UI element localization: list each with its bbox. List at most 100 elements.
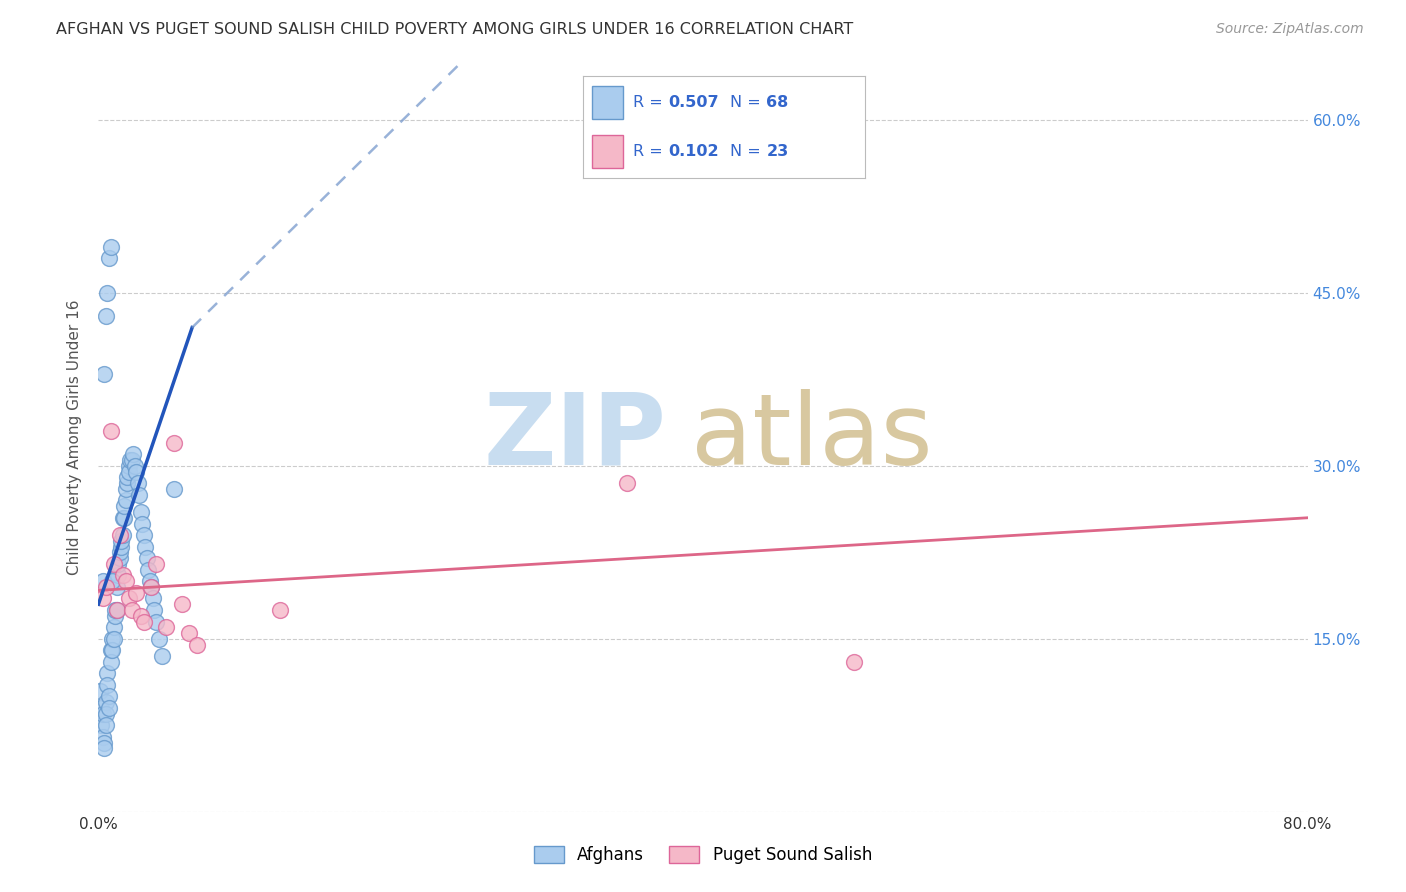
Point [121, 603, 143, 617]
Point [118, 591, 141, 606]
Point [91, 574, 114, 589]
Point [105, 603, 128, 617]
Point [93, 741, 115, 756]
Point [120, 453, 142, 467]
Point [100, 425, 122, 439]
Point [98, 690, 121, 704]
Bar [592, 87, 623, 119]
Point [94, 309, 117, 323]
Text: N =: N = [730, 95, 766, 110]
Point [103, 632, 125, 646]
Point [112, 510, 135, 524]
Point [108, 528, 131, 542]
Point [155, 620, 177, 634]
Point [145, 615, 167, 629]
Point [115, 476, 138, 491]
Point [170, 597, 193, 611]
Point [150, 649, 173, 664]
Point [134, 540, 156, 554]
Point [112, 500, 135, 514]
Point [94, 706, 117, 721]
Point [100, 655, 122, 669]
Point [98, 252, 121, 266]
Point [131, 516, 153, 531]
Bar [592, 136, 623, 168]
Point [122, 447, 145, 461]
Point [108, 545, 131, 559]
Text: ZIP: ZIP [484, 389, 666, 485]
Point [96, 666, 118, 681]
Text: atlas: atlas [690, 389, 932, 485]
Point [125, 465, 148, 479]
Point [141, 580, 163, 594]
Point [121, 453, 143, 467]
Point [100, 643, 122, 657]
Point [96, 285, 118, 300]
Point [129, 505, 152, 519]
Point [616, 476, 638, 491]
Point [101, 643, 124, 657]
Text: 0.507: 0.507 [668, 95, 718, 110]
Y-axis label: Child Poverty Among Girls Under 16: Child Poverty Among Girls Under 16 [67, 300, 83, 574]
Point [186, 638, 208, 652]
Text: N =: N = [730, 145, 766, 160]
Point [118, 465, 141, 479]
Point [91, 591, 114, 606]
Point [91, 730, 114, 744]
Text: 23: 23 [766, 145, 789, 160]
Point [111, 568, 134, 582]
Point [132, 528, 155, 542]
Point [179, 626, 201, 640]
Point [107, 557, 129, 571]
Point [101, 574, 124, 589]
Point [129, 608, 152, 623]
Point [132, 615, 155, 629]
Point [148, 632, 170, 646]
Point [128, 488, 150, 502]
Text: 0.102: 0.102 [668, 145, 718, 160]
Point [114, 482, 136, 496]
Point [94, 695, 117, 709]
Point [107, 568, 129, 582]
Legend: Afghans, Puget Sound Salish: Afghans, Puget Sound Salish [527, 839, 879, 871]
Point [115, 470, 138, 484]
Point [163, 435, 186, 450]
Point [127, 476, 149, 491]
Point [98, 701, 121, 715]
Point [105, 603, 128, 617]
Point [90, 701, 112, 715]
Point [136, 563, 159, 577]
Point [94, 718, 117, 732]
Text: R =: R = [633, 145, 668, 160]
Point [124, 458, 146, 473]
Point [110, 533, 132, 548]
Text: R =: R = [633, 95, 668, 110]
Point [93, 367, 115, 381]
Point [101, 632, 124, 646]
Point [844, 655, 866, 669]
Point [103, 620, 125, 634]
Point [110, 540, 132, 554]
Point [105, 580, 128, 594]
Point [125, 585, 148, 599]
Point [111, 528, 134, 542]
Point [163, 482, 186, 496]
Point [269, 603, 291, 617]
Point [100, 240, 122, 254]
Point [141, 580, 163, 594]
Point [114, 574, 136, 589]
Point [96, 678, 118, 692]
Point [142, 591, 165, 606]
Point [103, 557, 125, 571]
Point [111, 510, 134, 524]
Point [104, 603, 127, 617]
Point [93, 735, 115, 749]
Point [89, 683, 111, 698]
Point [94, 580, 117, 594]
Point [108, 551, 131, 566]
Point [118, 458, 141, 473]
Point [90, 718, 112, 732]
Point [91, 706, 114, 721]
Text: 68: 68 [766, 95, 789, 110]
Point [143, 603, 166, 617]
